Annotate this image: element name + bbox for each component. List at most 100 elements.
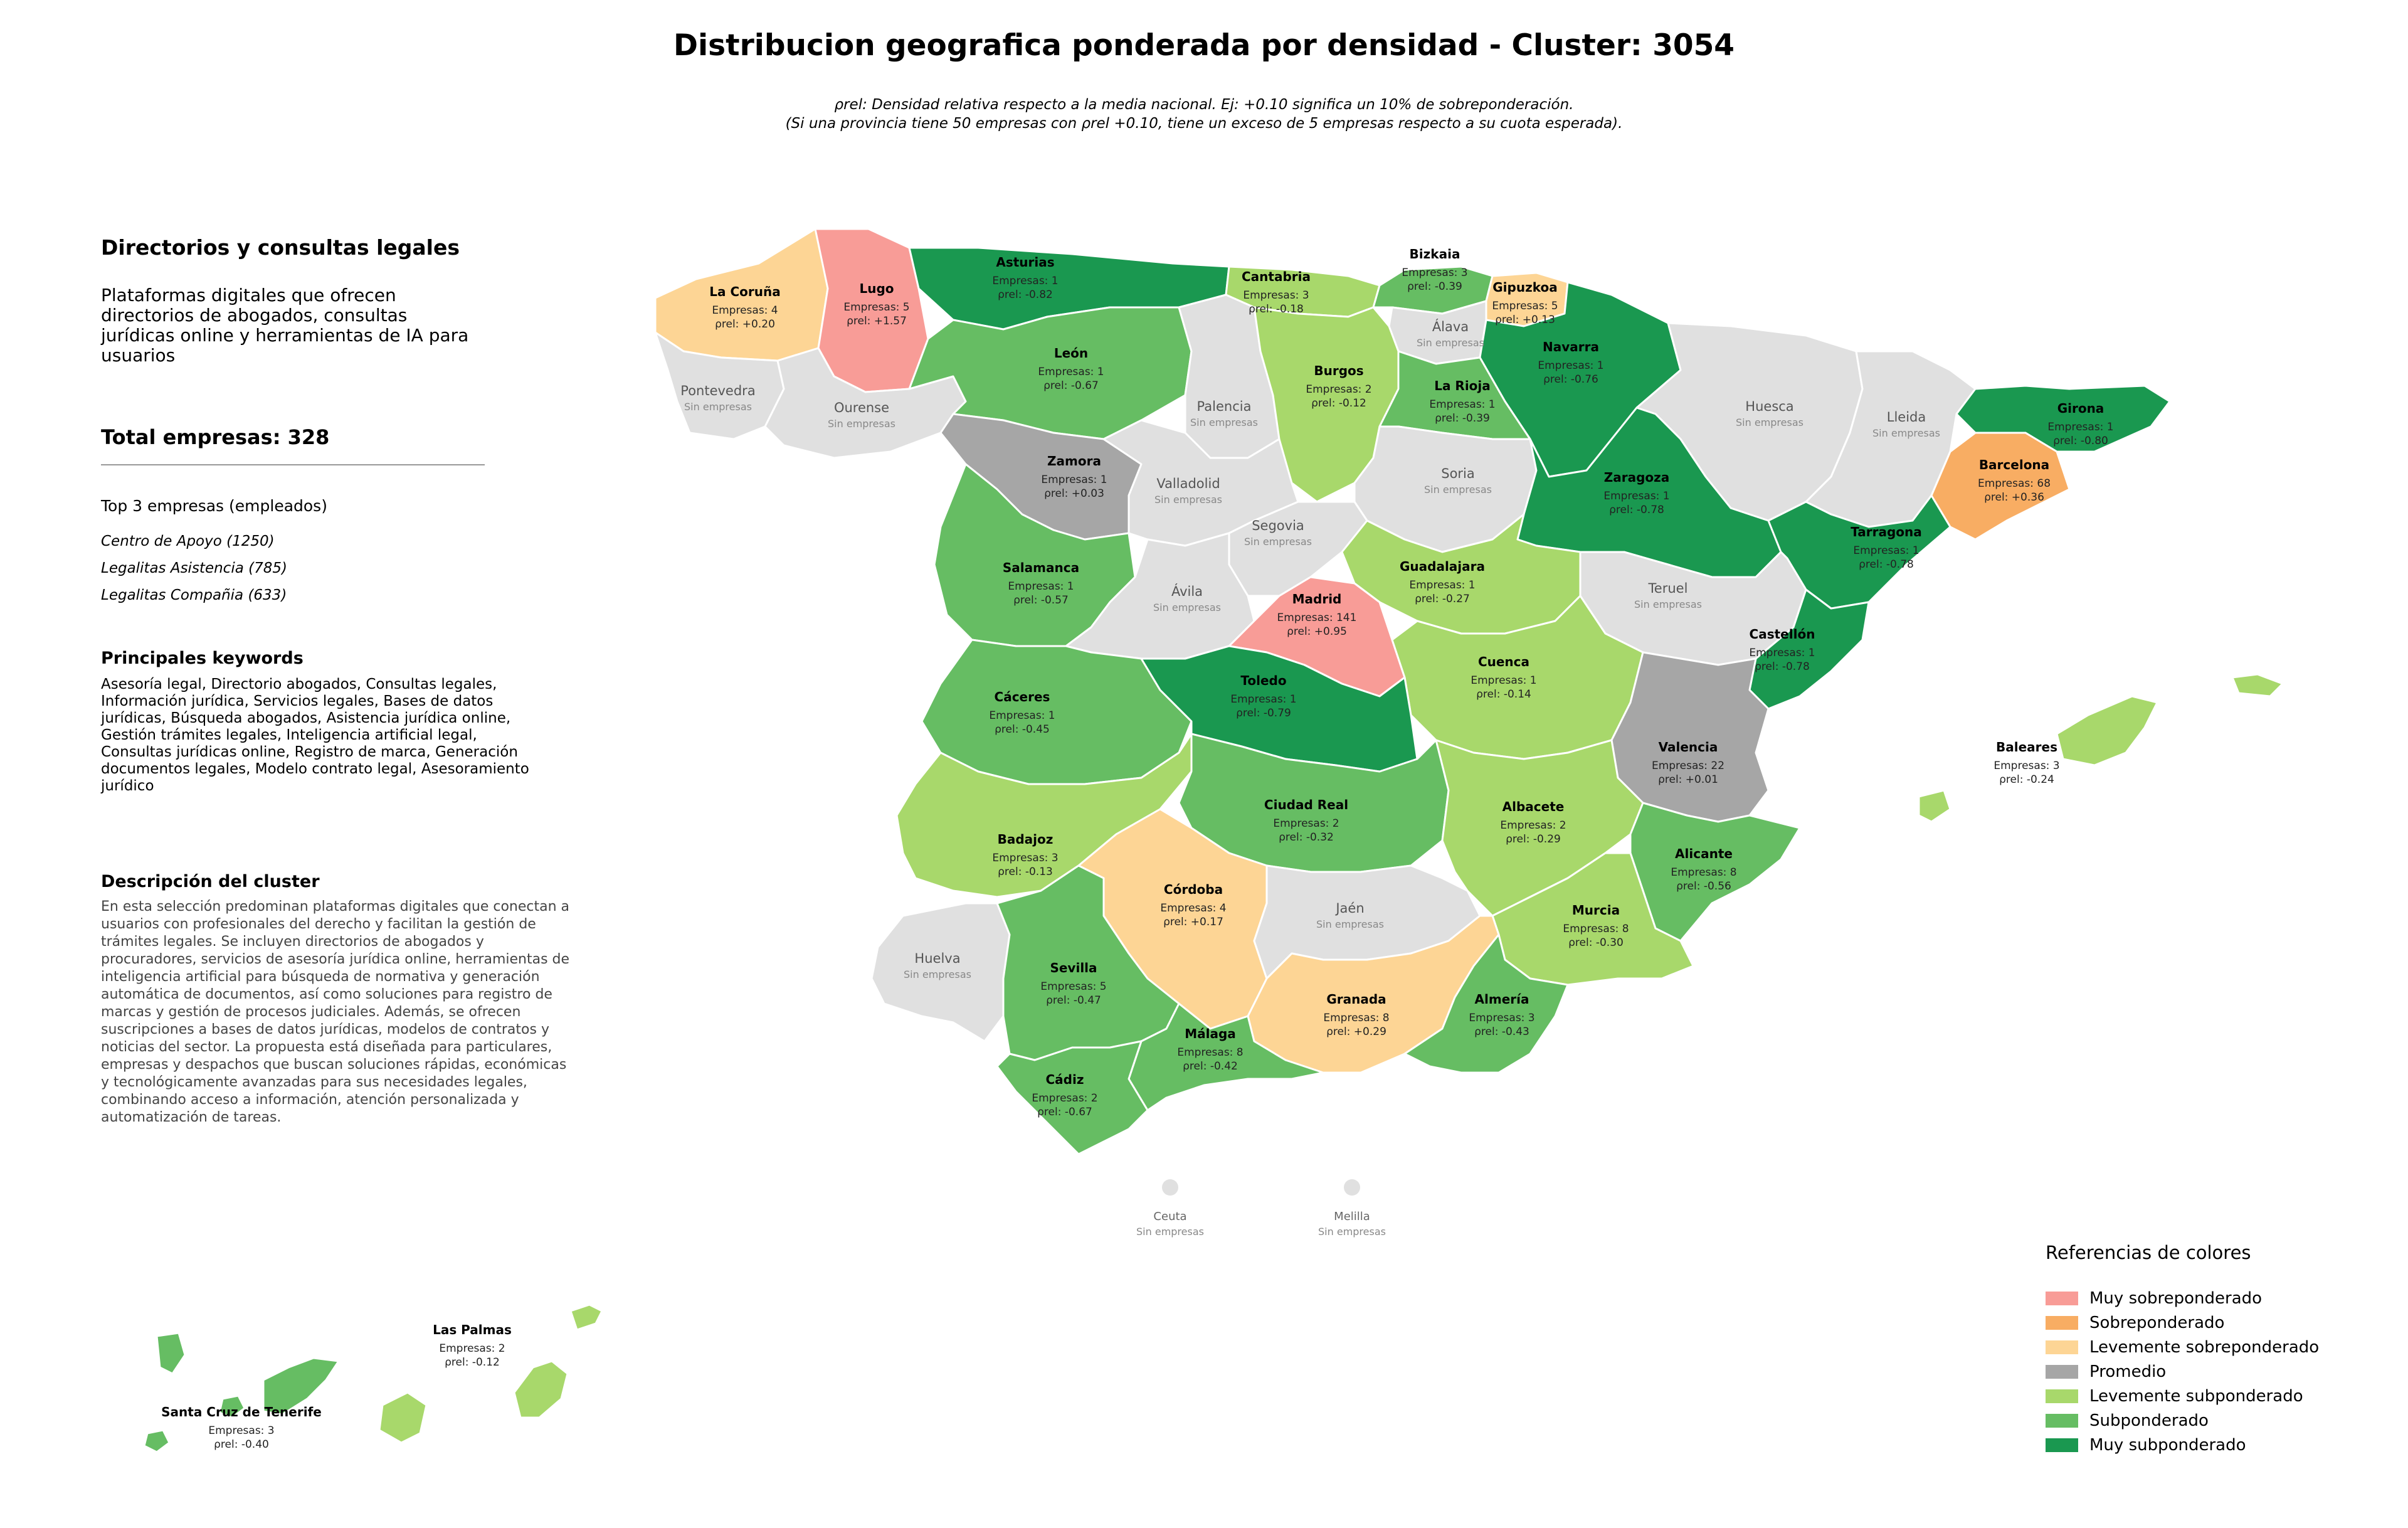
province-name: Toledo: [1240, 673, 1286, 688]
province-name: Navarra: [1543, 339, 1599, 354]
province-label-granada: Granada Empresas: 8 ρrel: +0.29: [1323, 992, 1389, 1038]
province-almeria: [1403, 933, 1569, 1074]
province-rho: ρrel: +0.13: [1495, 314, 1555, 326]
province-name: Albacete: [1502, 799, 1565, 814]
color-legend: Referencias de colores Muy sobreponderad…: [2046, 1242, 2319, 1457]
province-rho: ρrel: -0.13: [998, 866, 1053, 878]
province-name: Ciudad Real: [1264, 797, 1348, 812]
province-rho: ρrel: -0.47: [1046, 994, 1101, 1007]
province-rho: ρrel: +0.03: [1044, 487, 1104, 500]
province-rho: ρrel: +1.57: [847, 315, 907, 327]
province-label-ceuta: Ceuta Sin empresas: [1136, 1210, 1204, 1238]
subtitle-line-2: (Si una provincia tiene 50 empresas con …: [785, 115, 1623, 132]
no-companies-label: Sin empresas: [1318, 1226, 1386, 1238]
province-name: Cádiz: [1046, 1072, 1084, 1087]
province-rho: ρrel: +0.36: [1984, 491, 2044, 504]
description-heading: Descripción del cluster: [101, 872, 320, 891]
legend-title: Referencias de colores: [2046, 1242, 2251, 1263]
province-name: Segovia: [1252, 518, 1304, 533]
province-name: Granada: [1326, 992, 1386, 1007]
legend-swatch: [2046, 1438, 2078, 1452]
no-companies-label: Sin empresas: [1190, 416, 1258, 428]
province-ciudad-real: [1178, 733, 1450, 873]
province-companies: Empresas: 2: [1500, 819, 1566, 832]
province-rho: ρrel: -0.57: [1013, 594, 1069, 607]
province-rho: ρrel: -0.79: [1236, 707, 1291, 719]
no-companies-label: Sin empresas: [1634, 598, 1702, 610]
legend-label: Muy subponderado: [2089, 1435, 2246, 1455]
province-label-castellon: Castellón Empresas: 1 ρrel: -0.78: [1749, 627, 1815, 673]
province-companies: Empresas: 22: [1652, 760, 1724, 772]
province-name: Girona: [2057, 401, 2104, 416]
province-label-zaragoza: Zaragoza Empresas: 1 ρrel: -0.78: [1603, 470, 1669, 516]
no-companies-label: Sin empresas: [828, 418, 895, 430]
province-label-palencia: Palencia Sin empresas: [1190, 399, 1258, 428]
province-rho: ρrel: -0.14: [1476, 688, 1531, 701]
province-girona: [1955, 385, 2171, 453]
map-title: Distribucion geografica ponderada por de…: [673, 28, 1735, 63]
province-name: Burgos: [1314, 363, 1363, 378]
province-companies: Empresas: 4: [712, 304, 778, 317]
province-companies: Empresas: 2: [1273, 817, 1339, 830]
province-companies: Empresas: 1: [1853, 544, 1919, 557]
province-rho: ρrel: -0.56: [1676, 880, 1731, 893]
province-name: Palencia: [1197, 399, 1252, 414]
legend-label: Promedio: [2089, 1362, 2167, 1381]
province-rho: ρrel: +0.17: [1163, 916, 1223, 928]
province-rho: ρrel: -0.43: [1474, 1026, 1529, 1038]
province-name: Cáceres: [995, 689, 1050, 704]
province-companies: Empresas: 1: [1429, 398, 1495, 411]
province-name: Badajoz: [998, 832, 1054, 847]
province-name: Santa Cruz de Tenerife: [161, 1404, 322, 1419]
top3-heading: Top 3 empresas (empleados): [101, 497, 327, 515]
province-name: Córdoba: [1164, 882, 1223, 897]
province-companies: Empresas: 8: [1671, 866, 1736, 879]
province-name: La Rioja: [1434, 378, 1491, 393]
province-name: Sevilla: [1050, 960, 1097, 975]
province-name: Salamanca: [1003, 560, 1079, 575]
province-companies: Empresas: 1: [1603, 490, 1669, 502]
province-companies: Empresas: 8: [1563, 923, 1629, 935]
province-label-gipuzkoa: Gipuzkoa Empresas: 5 ρrel: +0.13: [1492, 280, 1558, 326]
province-melilla: [1344, 1179, 1360, 1196]
province-rho: ρrel: -0.12: [1311, 397, 1366, 410]
province-companies: Empresas: 3: [1993, 760, 2059, 772]
legend-label: Muy sobreponderado: [2089, 1288, 2263, 1308]
province-rho: ρrel: -0.12: [445, 1356, 500, 1369]
cluster-name: Directorios y consultas legales: [101, 235, 460, 260]
province-name: Jaén: [1334, 901, 1364, 916]
province-name: Melilla: [1334, 1210, 1370, 1223]
province-rho: ρrel: -0.29: [1506, 833, 1561, 846]
province-rho: ρrel: -0.32: [1279, 831, 1334, 844]
province-name: La Coruña: [709, 284, 780, 299]
province-cadiz: [996, 1040, 1149, 1155]
total-companies: Total empresas: 328: [101, 425, 330, 449]
province-rho: ρrel: -0.24: [1999, 773, 2054, 786]
province-name: Ceuta: [1153, 1210, 1186, 1223]
province-rho: ρrel: -0.27: [1415, 593, 1470, 605]
legend-item: Levemente sobreponderado: [2046, 1335, 2319, 1359]
keywords-text: Asesoría legal, Directorio abogados, Con…: [101, 676, 529, 794]
no-companies-label: Sin empresas: [1424, 484, 1492, 496]
province-companies: Empresas: 1: [1471, 674, 1536, 687]
province-companies: Empresas: 1: [1538, 359, 1603, 372]
province-name: Pontevedra: [680, 383, 755, 398]
province-name: Murcia: [1572, 903, 1620, 918]
no-companies-label: Sin empresas: [1316, 918, 1384, 930]
province-rho: ρrel: -0.76: [1543, 373, 1598, 386]
province-huelva: [870, 902, 1011, 1043]
